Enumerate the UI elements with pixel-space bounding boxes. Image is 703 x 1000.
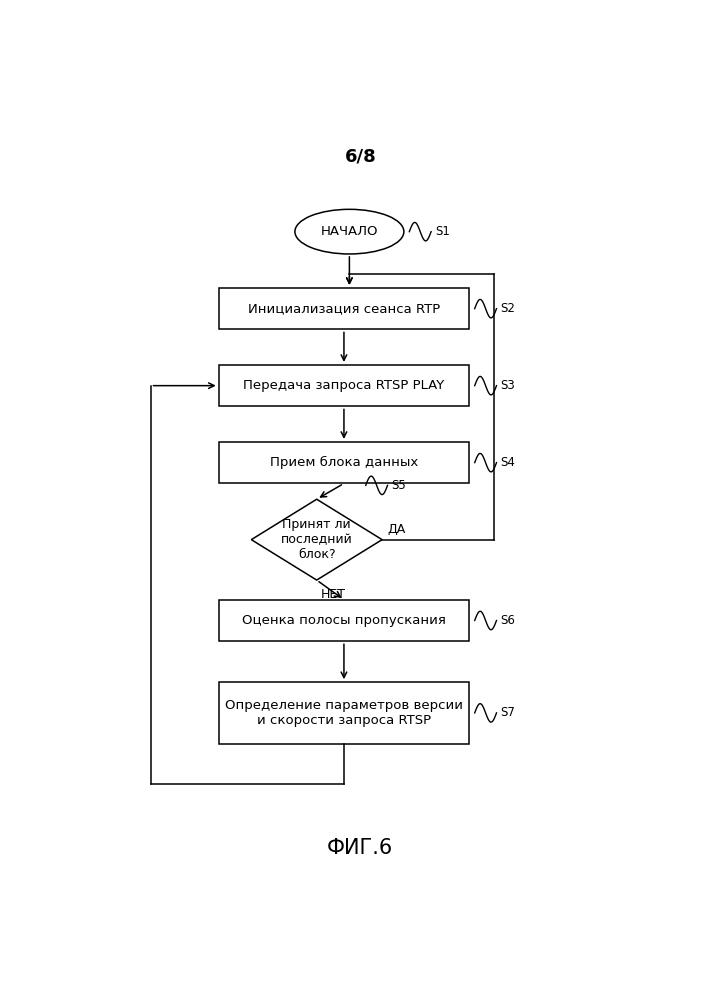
FancyBboxPatch shape [219,682,470,744]
Text: Принят ли
последний
блок?: Принят ли последний блок? [280,518,353,561]
Text: ФИГ.6: ФИГ.6 [327,838,394,858]
Text: S7: S7 [501,706,515,719]
Text: S1: S1 [435,225,450,238]
Text: S5: S5 [392,479,406,492]
FancyBboxPatch shape [219,442,470,483]
Text: S4: S4 [501,456,515,469]
Text: Передача запроса RTSP PLAY: Передача запроса RTSP PLAY [243,379,444,392]
Text: Инициализация сеанса RTP: Инициализация сеанса RTP [248,302,440,315]
Polygon shape [252,499,382,580]
Text: Оценка полосы пропускания: Оценка полосы пропускания [242,614,446,627]
Text: НАЧАЛО: НАЧАЛО [321,225,378,238]
FancyBboxPatch shape [219,365,470,406]
Text: S2: S2 [501,302,515,315]
Ellipse shape [295,209,404,254]
FancyBboxPatch shape [219,288,470,329]
Text: 6/8: 6/8 [344,148,376,166]
Text: Определение параметров версии
и скорости запроса RTSP: Определение параметров версии и скорости… [225,699,463,727]
FancyBboxPatch shape [219,600,470,641]
Text: S6: S6 [501,614,515,627]
Text: Прием блока данных: Прием блока данных [270,456,418,469]
Text: ДА: ДА [387,523,406,536]
Text: НЕТ: НЕТ [321,588,346,601]
Text: S3: S3 [501,379,515,392]
